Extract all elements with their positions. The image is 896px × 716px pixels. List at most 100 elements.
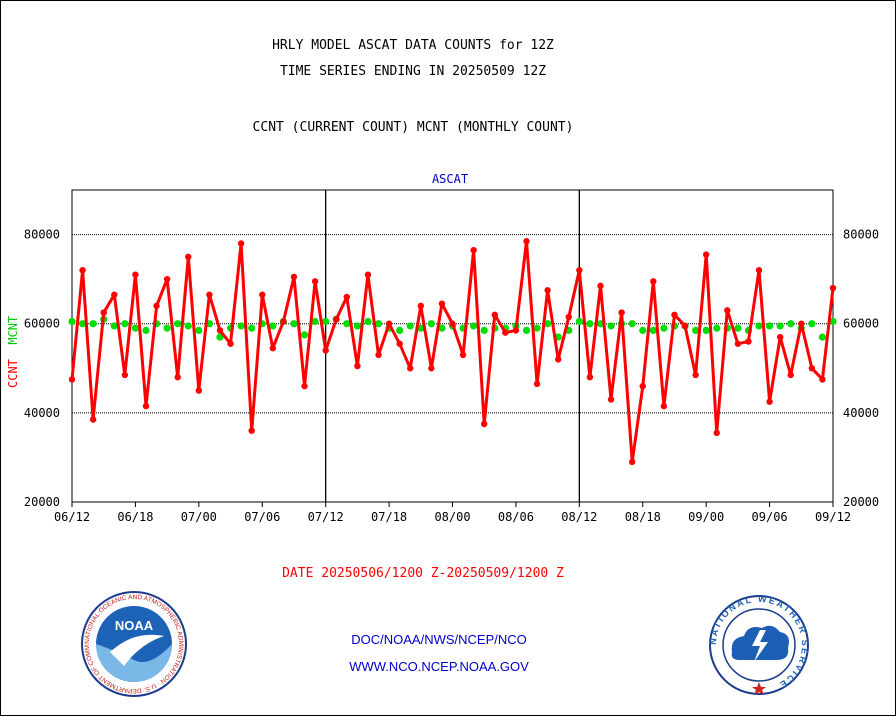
data-point-mcnt (586, 320, 594, 328)
data-point-ccnt (100, 309, 107, 316)
data-point-mcnt (174, 320, 182, 328)
data-point-ccnt (301, 382, 308, 390)
data-point-ccnt (618, 309, 625, 316)
x-tick-label: 07/18 (371, 510, 407, 524)
data-point-ccnt (576, 267, 583, 274)
x-tick-label: 07/06 (244, 510, 280, 524)
data-point-mcnt (628, 320, 636, 328)
chart-subtitle: TIME SERIES ENDING IN 20250509 12Z (279, 64, 547, 79)
data-point-ccnt (206, 291, 213, 298)
data-point-ccnt (142, 402, 150, 410)
data-point-ccnt (660, 402, 668, 410)
data-point-ccnt (428, 365, 435, 372)
data-point-ccnt (692, 371, 699, 379)
data-point-mcnt (544, 320, 552, 328)
series-line-ccnt (70, 239, 835, 464)
data-point-mcnt (89, 320, 97, 328)
x-tick-label: 07/12 (308, 510, 344, 524)
data-point-ccnt (195, 387, 203, 394)
data-point-mcnt (364, 317, 372, 326)
data-point-ccnt (237, 240, 245, 247)
chart-axes (71, 189, 834, 507)
data-point-ccnt (755, 267, 763, 274)
series-ccnt (68, 238, 837, 466)
y-tick-labels: 20000 20000 40000 40000 60000 60000 80000 80000 (24, 228, 879, 509)
data-point-mcnt (290, 320, 298, 328)
data-point-mcnt (374, 320, 383, 328)
data-point-ccnt (438, 300, 446, 307)
data-point-ccnt (364, 271, 372, 278)
y-tick-label-right: 40000 (843, 406, 879, 420)
y-tick-label-right: 80000 (843, 228, 879, 242)
credit-line-2: WWW.NCO.NCEP.NOAA.GOV (349, 659, 529, 674)
data-point-ccnt (533, 380, 541, 388)
data-point-ccnt (248, 427, 255, 434)
data-point-ccnt (153, 302, 160, 310)
data-point-ccnt (163, 275, 171, 283)
data-point-ccnt (227, 340, 234, 347)
data-point-ccnt (702, 251, 710, 258)
chart-description: CCNT (CURRENT COUNT) MCNT (MONTHLY COUNT… (252, 120, 574, 135)
plot-area (71, 189, 834, 503)
data-point-mcnt (322, 317, 330, 326)
data-point-ccnt (459, 351, 467, 359)
data-point-ccnt (79, 267, 86, 274)
x-tick-label: 09/06 (752, 510, 788, 524)
data-point-mcnt (163, 324, 171, 332)
data-point-ccnt (89, 416, 97, 423)
data-point-mcnt (765, 322, 774, 330)
data-point-ccnt (354, 362, 361, 370)
data-point-mcnt (300, 331, 309, 339)
data-point-ccnt (671, 311, 678, 318)
chart-series (68, 238, 837, 466)
y-tick-label-left: 40000 (24, 406, 60, 420)
data-point-mcnt (353, 322, 361, 330)
data-point-ccnt (607, 396, 615, 403)
data-point-mcnt (195, 326, 203, 334)
data-point-mcnt (660, 324, 668, 332)
data-point-ccnt (121, 371, 129, 379)
data-point-mcnt (438, 324, 446, 332)
data-point-ccnt (724, 307, 731, 314)
data-point-ccnt (280, 318, 287, 325)
data-point-ccnt (269, 345, 277, 352)
x-tick-label: 06/12 (54, 510, 90, 524)
data-point-mcnt (311, 317, 319, 326)
data-point-ccnt (597, 282, 604, 290)
data-point-mcnt (68, 317, 76, 326)
noaa-logo-icon: NOAA NATIONAL OCEANIC AND ATMOSPHERIC AD… (78, 585, 188, 698)
data-point-ccnt (174, 374, 181, 381)
data-point-mcnt (596, 320, 605, 328)
data-point-ccnt (787, 371, 794, 379)
x-tick-label: 09/12 (815, 510, 851, 524)
data-point-mcnt (78, 320, 87, 328)
data-point-ccnt (628, 458, 636, 466)
data-point-mcnt (480, 326, 488, 334)
x-tick-label: 08/00 (434, 510, 470, 524)
credit-line-1: DOC/NOAA/NWS/NCEP/NCO (351, 632, 527, 647)
data-point-ccnt (111, 291, 118, 298)
data-point-ccnt (565, 313, 572, 321)
data-point-ccnt (343, 293, 351, 301)
data-point-ccnt (808, 365, 816, 372)
data-point-mcnt (237, 322, 245, 330)
data-point-ccnt (713, 429, 720, 437)
data-point-ccnt (650, 278, 657, 285)
data-point-ccnt (385, 320, 393, 327)
data-point-ccnt (639, 382, 646, 390)
data-point-mcnt (142, 326, 150, 334)
x-tick-labels: 06/12 06/18 07/00 07/06 07/12 07/18 08/00 08/06… (54, 510, 851, 524)
data-point-ccnt (333, 316, 340, 323)
x-tick-label: 08/12 (561, 510, 597, 524)
data-point-ccnt (417, 302, 424, 310)
data-point-ccnt (132, 271, 139, 278)
noaa-logo-text: NOAA (115, 618, 154, 633)
data-point-mcnt (470, 322, 478, 330)
data-point-mcnt (533, 324, 541, 332)
data-point-ccnt (470, 246, 477, 254)
data-point-ccnt (407, 365, 414, 372)
data-point-mcnt (818, 333, 827, 341)
x-tick-label: 08/18 (625, 510, 661, 524)
data-point-mcnt (248, 324, 256, 332)
